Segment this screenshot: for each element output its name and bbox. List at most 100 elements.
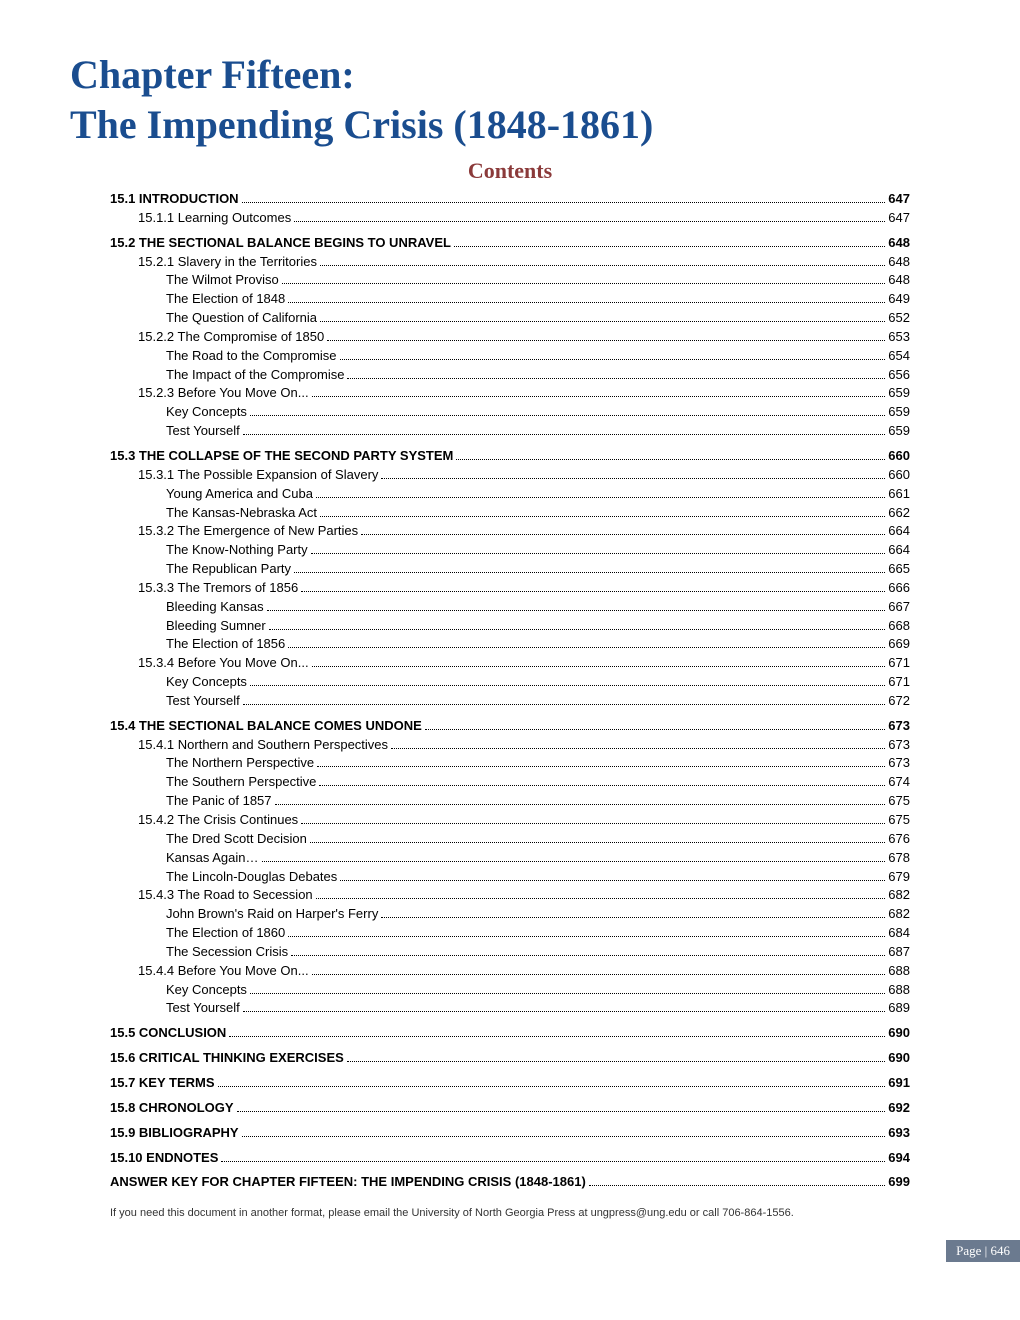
toc-row[interactable]: The Dred Scott Decision676 [110, 830, 910, 849]
toc-row[interactable]: 15.7 KEY TERMS691 [110, 1074, 910, 1093]
toc-row[interactable]: The Election of 1848649 [110, 290, 910, 309]
toc-row[interactable]: 15.3.3 The Tremors of 1856 666 [110, 579, 910, 598]
toc-row[interactable]: The Lincoln-Douglas Debates 679 [110, 868, 910, 887]
toc-label: Key Concepts [166, 981, 247, 1000]
toc-leader-dots [454, 246, 885, 247]
toc-leader-dots [250, 993, 885, 994]
toc-row[interactable]: 15.4.1 Northern and Southern Perspective… [110, 736, 910, 755]
toc-page-number: 673 [888, 754, 910, 773]
toc-label: 15.4.1 Northern and Southern Perspective… [138, 736, 388, 755]
toc-leader-dots [294, 221, 885, 222]
contents-heading: Contents [70, 158, 950, 184]
toc-page-number: 662 [888, 504, 910, 523]
toc-row[interactable]: The Question of California652 [110, 309, 910, 328]
toc-label: 15.2.1 Slavery in the Territories [138, 253, 317, 272]
toc-page-number: 673 [888, 717, 910, 736]
toc-label: Bleeding Kansas [166, 598, 264, 617]
toc-row[interactable]: 15.3.2 The Emergence of New Parties664 [110, 522, 910, 541]
toc-row[interactable]: 15.5 CONCLUSION690 [110, 1024, 910, 1043]
toc-row[interactable]: The Panic of 1857675 [110, 792, 910, 811]
toc-row[interactable]: 15.4.2 The Crisis Continues675 [110, 811, 910, 830]
toc-leader-dots [243, 704, 886, 705]
toc-label: 15.1.1 Learning Outcomes [138, 209, 291, 228]
toc-label: 15.3.3 The Tremors of 1856 [138, 579, 298, 598]
toc-label: The Impact of the Compromise [166, 366, 344, 385]
toc-page-number: 688 [888, 981, 910, 1000]
toc-row[interactable]: 15.3.1 The Possible Expansion of Slavery… [110, 466, 910, 485]
toc-leader-dots [250, 685, 885, 686]
toc-row[interactable]: Test Yourself689 [110, 999, 910, 1018]
toc-page-number: 671 [888, 673, 910, 692]
toc-page-number: 675 [888, 811, 910, 830]
toc-row[interactable]: 15.1 INTRODUCTION647 [110, 190, 910, 209]
toc-row[interactable]: The Election of 1856669 [110, 635, 910, 654]
toc-row[interactable]: 15.4.4 Before You Move On...688 [110, 962, 910, 981]
toc-row[interactable]: The Republican Party665 [110, 560, 910, 579]
toc-row[interactable]: Kansas Again…678 [110, 849, 910, 868]
toc-row[interactable]: The Road to the Compromise654 [110, 347, 910, 366]
toc-label: 15.3 THE COLLAPSE OF THE SECOND PARTY SY… [110, 447, 453, 466]
toc-row[interactable]: 15.6 CRITICAL THINKING EXERCISES690 [110, 1049, 910, 1068]
toc-row[interactable]: Key Concepts 688 [110, 981, 910, 1000]
chapter-title-line2: The Impending Crisis (1848-1861) [70, 102, 653, 147]
toc-row[interactable]: The Election of 1860684 [110, 924, 910, 943]
toc-row[interactable]: The Southern Perspective674 [110, 773, 910, 792]
toc-leader-dots [425, 729, 886, 730]
toc-row[interactable]: 15.2.1 Slavery in the Territories648 [110, 253, 910, 272]
toc-row[interactable]: The Kansas-Nebraska Act662 [110, 504, 910, 523]
toc-row[interactable]: 15.3 THE COLLAPSE OF THE SECOND PARTY SY… [110, 447, 910, 466]
toc-page-number: 674 [888, 773, 910, 792]
toc-page-number: 689 [888, 999, 910, 1018]
toc-row[interactable]: 15.9 BIBLIOGRAPHY693 [110, 1124, 910, 1143]
toc-page-number: 682 [888, 905, 910, 924]
toc-leader-dots [288, 302, 885, 303]
toc-page-number: 690 [888, 1024, 910, 1043]
toc-row[interactable]: 15.2.2 The Compromise of 1850653 [110, 328, 910, 347]
toc-row[interactable]: Key Concepts659 [110, 403, 910, 422]
toc-label: The Lincoln-Douglas Debates [166, 868, 337, 887]
toc-label: 15.4.4 Before You Move On... [138, 962, 309, 981]
toc-row[interactable]: The Wilmot Proviso648 [110, 271, 910, 290]
toc-label: Kansas Again… [166, 849, 259, 868]
toc-row[interactable]: Bleeding Sumner668 [110, 617, 910, 636]
toc-row[interactable]: John Brown's Raid on Harper's Ferry682 [110, 905, 910, 924]
toc-row[interactable]: Key Concepts 671 [110, 673, 910, 692]
toc-row[interactable]: Test Yourself672 [110, 692, 910, 711]
toc-row[interactable]: Bleeding Kansas667 [110, 598, 910, 617]
toc-leader-dots [381, 478, 885, 479]
toc-row[interactable]: Young America and Cuba661 [110, 485, 910, 504]
toc-row[interactable]: 15.10 ENDNOTES694 [110, 1149, 910, 1168]
toc-leader-dots [320, 321, 885, 322]
toc-page-number: 679 [888, 868, 910, 887]
toc-page-number: 694 [888, 1149, 910, 1168]
toc-page-number: 664 [888, 522, 910, 541]
toc-row[interactable]: 15.8 CHRONOLOGY692 [110, 1099, 910, 1118]
toc-leader-dots [589, 1185, 886, 1186]
toc-label: 15.7 KEY TERMS [110, 1074, 215, 1093]
toc-row[interactable]: The Know-Nothing Party664 [110, 541, 910, 560]
toc-page-number: 673 [888, 736, 910, 755]
toc-leader-dots [456, 459, 885, 460]
toc-row[interactable]: 15.3.4 Before You Move On...671 [110, 654, 910, 673]
toc-row[interactable]: 15.1.1 Learning Outcomes647 [110, 209, 910, 228]
toc-row[interactable]: The Northern Perspective673 [110, 754, 910, 773]
toc-page-number: 659 [888, 403, 910, 422]
toc-label: Bleeding Sumner [166, 617, 266, 636]
toc-row[interactable]: The Secession Crisis687 [110, 943, 910, 962]
page-badge: Page | 646 [946, 1240, 1020, 1262]
toc-leader-dots [275, 804, 886, 805]
toc-leader-dots [242, 202, 886, 203]
toc-row[interactable]: 15.4.3 The Road to Secession682 [110, 886, 910, 905]
toc-label: Key Concepts [166, 673, 247, 692]
toc-page-number: 649 [888, 290, 910, 309]
toc-row[interactable]: Test Yourself659 [110, 422, 910, 441]
toc-leader-dots [317, 766, 885, 767]
toc-row[interactable]: 15.2.3 Before You Move On...659 [110, 384, 910, 403]
toc-page-number: 672 [888, 692, 910, 711]
table-of-contents: 15.1 INTRODUCTION64715.1.1 Learning Outc… [70, 190, 950, 1192]
toc-row[interactable]: The Impact of the Compromise656 [110, 366, 910, 385]
toc-row[interactable]: 15.4 THE SECTIONAL BALANCE COMES UNDONE6… [110, 717, 910, 736]
toc-page-number: 666 [888, 579, 910, 598]
toc-row[interactable]: 15.2 THE SECTIONAL BALANCE BEGINS TO UNR… [110, 234, 910, 253]
toc-row[interactable]: ANSWER KEY FOR CHAPTER FIFTEEN: THE IMPE… [110, 1173, 910, 1192]
